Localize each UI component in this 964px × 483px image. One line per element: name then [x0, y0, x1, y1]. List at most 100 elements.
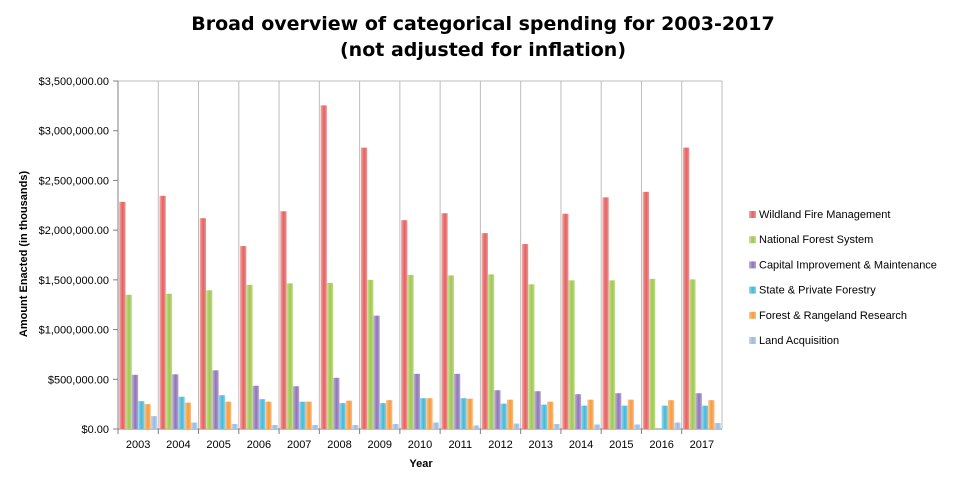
x-tick-label: 2016: [649, 439, 673, 451]
y-tick-label: $500,000.00: [48, 374, 109, 386]
y-tick-label: $1,500,000.00: [39, 275, 109, 287]
y-tick-label: $3,000,000.00: [39, 126, 109, 138]
y-tick-label: $2,500,000.00: [39, 175, 109, 187]
bar: [481, 233, 488, 429]
bar: [420, 398, 427, 429]
bar: [265, 401, 272, 429]
bar: [246, 284, 253, 429]
bar: [695, 393, 702, 429]
bar: [547, 401, 554, 429]
bar: [360, 147, 368, 430]
x-tick-label: 2009: [367, 439, 391, 451]
legend-swatch: [749, 337, 756, 344]
bar: [280, 211, 287, 429]
bar: [534, 391, 541, 429]
legend-label: Wildland Fire Management: [759, 209, 890, 221]
bar: [172, 374, 179, 429]
x-axis: 2003 2004 2005 2006 2007 2008 2009 2010 2011 2012…: [117, 428, 722, 451]
x-tick-label: 2006: [247, 439, 271, 451]
bar: [252, 385, 259, 429]
bar: [453, 373, 461, 429]
y-tick-label: $1,000,000.00: [39, 325, 109, 337]
x-tick-label: 2010: [408, 439, 432, 451]
bar: [367, 279, 374, 429]
bar: [159, 195, 166, 429]
bar: [407, 274, 414, 429]
x-tick-label: 2013: [529, 439, 553, 451]
bar: [581, 405, 588, 429]
bar: [528, 284, 535, 429]
bar: [701, 405, 709, 429]
x-tick-label: 2012: [488, 439, 512, 451]
bar: [178, 396, 185, 429]
bar: [460, 398, 467, 429]
bar: [540, 404, 548, 429]
bar: [125, 294, 132, 429]
legend-swatch: [749, 261, 756, 269]
bar: [562, 213, 569, 429]
bar: [674, 422, 681, 429]
bar: [138, 401, 145, 429]
x-tick-label: 2005: [206, 439, 230, 451]
bar: [212, 370, 219, 429]
gridlines: [117, 80, 723, 429]
bar: [649, 278, 656, 429]
bar: [574, 394, 582, 429]
x-tick-label: 2017: [690, 439, 714, 451]
bar: [401, 220, 408, 429]
bar: [587, 399, 594, 429]
bar: [333, 377, 340, 429]
bar: [311, 425, 319, 429]
bar: [682, 147, 690, 430]
chart-title-line-1: Broad overview of categorical spending f…: [191, 13, 774, 35]
bar: [345, 400, 353, 429]
bar: [466, 398, 473, 429]
bar: [144, 404, 151, 429]
bar: [206, 290, 213, 429]
bar: [521, 244, 529, 429]
legend-label: Land Acquisition: [759, 335, 839, 347]
y-axis-title: Amount Enacted (in thousands): [18, 171, 30, 338]
bar: [494, 390, 501, 429]
chart-title: Broad overview of categorical spending f…: [191, 13, 774, 61]
bar: [441, 213, 448, 429]
bar: [615, 393, 622, 429]
bar: [379, 403, 387, 429]
bar: [621, 405, 628, 429]
bar: [447, 275, 454, 429]
legend-label: Forest & Rangeland Research: [759, 310, 907, 322]
legend-swatch: [749, 286, 756, 294]
bar: [506, 399, 514, 429]
bar: [426, 398, 433, 429]
bar: [286, 283, 293, 429]
legend: Wildland Fire Management National Forest …: [749, 209, 937, 347]
bar: [500, 403, 507, 429]
bar: [487, 274, 495, 429]
bar: [184, 402, 191, 429]
y-axis: $0.00 $500,000.00 $1,000,000.00 $1,500,000.…: [39, 76, 119, 436]
bar: [199, 218, 207, 429]
legend-label: National Forest System: [759, 234, 873, 246]
legend-label: State & Private Forestry: [759, 285, 876, 297]
bar: [568, 280, 575, 429]
bar: [299, 401, 306, 429]
bars: [119, 105, 721, 430]
y-tick-label: $0.00: [81, 424, 109, 436]
x-tick-label: 2007: [287, 439, 311, 451]
bar: [593, 424, 600, 429]
bar: [119, 201, 126, 429]
bar: [292, 386, 300, 429]
legend-swatch: [749, 211, 756, 218]
x-tick-label: 2011: [448, 439, 472, 451]
bar: [661, 405, 668, 429]
bar: [633, 424, 641, 429]
bar: [714, 423, 721, 429]
y-tick-label: $3,500,000.00: [39, 76, 109, 88]
bar: [413, 373, 420, 429]
bar: [386, 400, 393, 429]
bar: [150, 416, 158, 429]
bar: [191, 422, 198, 429]
x-tick-label: 2004: [166, 439, 190, 451]
bar: [373, 315, 380, 429]
bar: [352, 425, 359, 429]
